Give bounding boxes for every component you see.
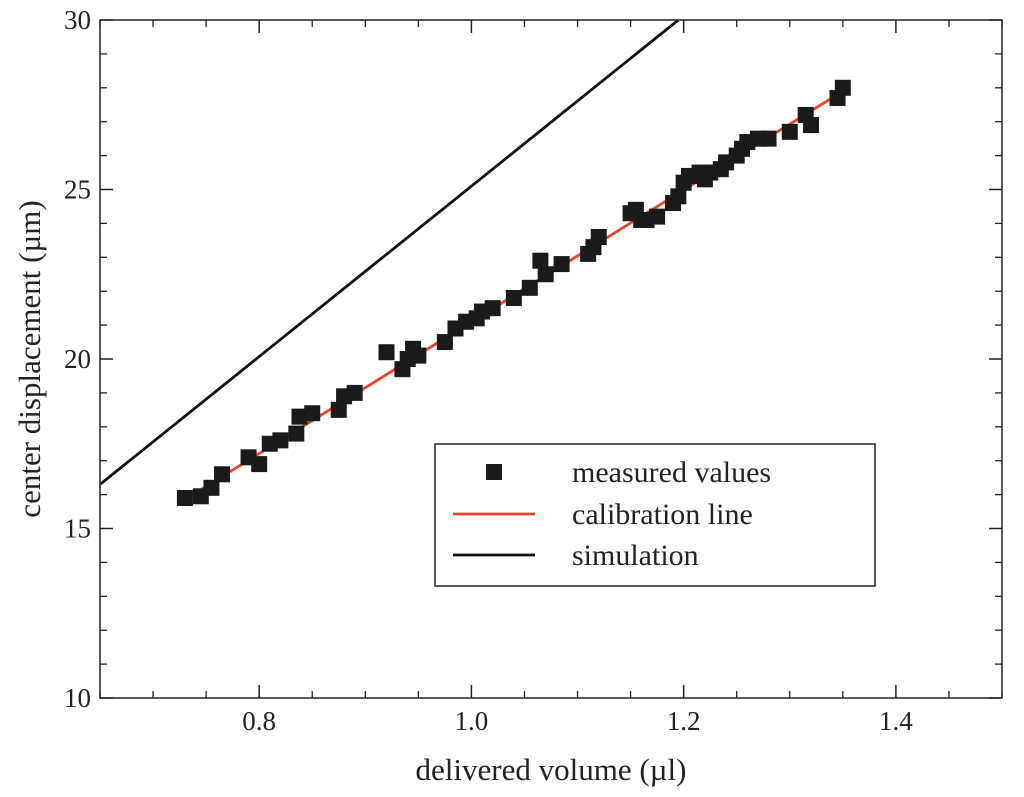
data-point [272, 432, 289, 449]
data-point [346, 384, 363, 401]
y-axis-title: center displacement (µm) [12, 200, 47, 517]
data-point [802, 117, 819, 134]
legend-label-simulation: simulation [572, 539, 699, 572]
x-tick-label: 1.2 [667, 706, 701, 736]
data-point [834, 79, 851, 96]
legend-label-calibration-line: calibration line [572, 498, 753, 531]
data-point [760, 130, 777, 147]
data-point [330, 401, 347, 418]
series-line-simulation [100, 20, 680, 486]
data-point [304, 405, 321, 422]
data-point [176, 489, 193, 506]
data-point [532, 252, 549, 269]
data-point [251, 456, 268, 473]
data-point [288, 425, 305, 442]
x-tick-label: 1.4 [879, 706, 913, 736]
data-point [670, 188, 687, 205]
data-point [484, 300, 501, 317]
x-axis-title: delivered volume (µl) [416, 752, 687, 787]
legend-marker-measured-values [486, 464, 502, 480]
data-point [590, 228, 607, 245]
series-layer [100, 20, 851, 506]
data-point [505, 289, 522, 306]
data-point [203, 479, 220, 496]
data-point [214, 466, 231, 483]
data-point [291, 408, 308, 425]
y-tick-label: 25 [64, 175, 91, 205]
y-tick-label: 15 [64, 514, 91, 544]
y-tick-label: 20 [64, 344, 91, 374]
x-tick-label: 0.8 [242, 706, 276, 736]
data-point [537, 266, 554, 283]
data-point [553, 256, 570, 273]
data-point [436, 334, 453, 351]
data-point [378, 344, 395, 361]
data-point [521, 279, 538, 296]
data-point [410, 347, 427, 364]
legend-label-measured-values: measured values [572, 456, 771, 489]
data-point [781, 123, 798, 140]
legend: measured values calibration line simulat… [434, 443, 876, 587]
data-point [649, 208, 666, 225]
x-tick-label: 1.0 [455, 706, 489, 736]
tick-labels: 0.8 1.0 1.2 1.4 10 15 20 25 30 [64, 5, 913, 736]
minor-ticks [99, 20, 1003, 698]
y-tick-label: 10 [64, 683, 91, 713]
y-tick-label: 30 [64, 5, 91, 35]
plot-frame [99, 19, 1003, 699]
